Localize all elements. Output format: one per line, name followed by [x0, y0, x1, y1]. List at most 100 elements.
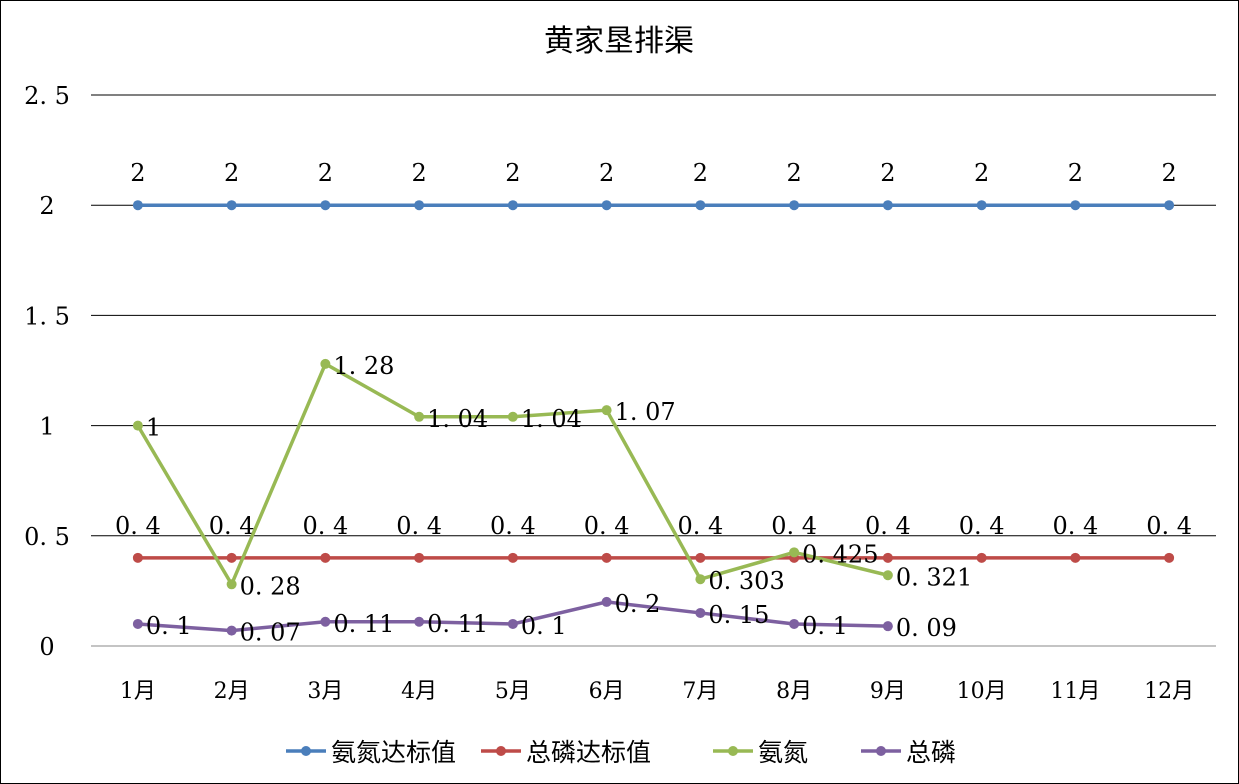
legend-marker-2 — [728, 746, 738, 756]
data-label: 0. 321 — [896, 563, 972, 591]
data-point — [414, 552, 425, 563]
data-label: 2 — [786, 159, 801, 187]
data-label: 0. 15 — [708, 601, 769, 629]
data-label: 0. 4 — [1052, 512, 1098, 540]
x-tick-label: 6月 — [589, 679, 625, 704]
data-label: 0. 4 — [677, 512, 723, 540]
data-point — [226, 579, 237, 590]
data-point — [320, 616, 331, 627]
data-point — [882, 621, 893, 632]
data-label: 0. 28 — [240, 572, 301, 600]
data-label: 0. 4 — [490, 512, 536, 540]
data-label: 2 — [693, 159, 708, 187]
data-point — [414, 200, 425, 211]
data-point — [695, 574, 706, 585]
x-tick-label: 4月 — [401, 679, 437, 704]
data-label: 2 — [1161, 159, 1176, 187]
data-point — [226, 625, 237, 636]
data-label: 0. 4 — [209, 512, 255, 540]
data-point — [320, 200, 331, 211]
data-label: 2 — [974, 159, 989, 187]
data-point — [1164, 200, 1175, 211]
data-label: 1. 07 — [615, 398, 676, 426]
data-point — [695, 607, 706, 618]
data-point — [132, 200, 143, 211]
y-tick-label: 1 — [39, 413, 54, 441]
data-point — [882, 200, 893, 211]
data-label: 0. 425 — [802, 540, 878, 568]
x-tick-label: 2月 — [214, 679, 250, 704]
data-point — [320, 552, 331, 563]
data-label: 0. 07 — [240, 619, 301, 647]
legend-marker-3 — [876, 746, 886, 756]
data-label: 2 — [505, 159, 520, 187]
data-label: 0. 09 — [896, 614, 957, 642]
data-label: 2 — [318, 159, 333, 187]
data-point — [132, 420, 143, 431]
data-point — [695, 200, 706, 211]
data-point — [507, 411, 518, 422]
data-label: 0. 1 — [521, 612, 567, 640]
data-point — [789, 547, 800, 558]
data-point — [789, 618, 800, 629]
data-label: 2 — [880, 159, 895, 187]
data-point — [882, 552, 893, 563]
data-label: 0. 1 — [146, 612, 192, 640]
data-point — [601, 200, 612, 211]
data-point — [695, 552, 706, 563]
x-tick-label: 7月 — [682, 679, 718, 704]
data-point — [132, 552, 143, 563]
data-label: 2 — [1068, 159, 1083, 187]
series-line-2 — [136, 361, 889, 589]
legend-label: 总磷达标值 — [526, 738, 651, 767]
data-point — [226, 552, 237, 563]
data-label: 1. 04 — [427, 405, 488, 433]
x-tick-label: 12月 — [1144, 679, 1194, 704]
data-point — [132, 618, 143, 629]
x-tick-label: 5月 — [495, 679, 531, 704]
y-tick-label: 0. 5 — [24, 523, 70, 551]
data-label: 2 — [224, 159, 239, 187]
data-label: 0. 11 — [333, 610, 394, 638]
y-tick-label: 2. 5 — [24, 82, 70, 110]
data-point — [601, 596, 612, 607]
data-label: 0. 4 — [865, 512, 911, 540]
data-point — [1070, 552, 1081, 563]
data-label: 1. 28 — [333, 352, 394, 380]
x-tick-label: 8月 — [776, 679, 812, 704]
data-label: 1 — [146, 414, 161, 442]
data-label: 2 — [599, 159, 614, 187]
data-label: 2 — [411, 159, 426, 187]
data-label: 0. 11 — [427, 610, 488, 638]
legend-label: 氨氮 — [758, 738, 808, 767]
data-label: 0. 4 — [1146, 512, 1192, 540]
data-point — [882, 570, 893, 581]
data-label: 0. 2 — [615, 590, 661, 618]
legend-label: 氨氮达标值 — [331, 738, 456, 767]
y-tick-label: 1. 5 — [24, 302, 70, 330]
data-point — [507, 200, 518, 211]
data-label: 0. 4 — [302, 512, 348, 540]
data-label: 0. 4 — [959, 512, 1005, 540]
data-point — [789, 200, 800, 211]
data-label: 1. 04 — [521, 405, 582, 433]
data-point — [320, 358, 331, 369]
legend-label: 总磷 — [906, 738, 956, 767]
chart-title: 黄家垦排渠 — [544, 24, 694, 59]
data-point — [507, 552, 518, 563]
data-point — [601, 552, 612, 563]
data-point — [414, 616, 425, 627]
y-tick-label: 0 — [39, 633, 54, 661]
x-tick-label: 1月 — [120, 679, 156, 704]
data-label: 0. 1 — [802, 612, 848, 640]
data-point — [507, 618, 518, 629]
data-label: 2 — [130, 159, 145, 187]
data-point — [976, 200, 987, 211]
data-label: 0. 4 — [771, 512, 817, 540]
legend-marker-1 — [496, 746, 506, 756]
x-tick-label: 9月 — [870, 679, 906, 704]
data-label: 0. 4 — [115, 512, 161, 540]
x-tick-label: 11月 — [1050, 679, 1100, 704]
